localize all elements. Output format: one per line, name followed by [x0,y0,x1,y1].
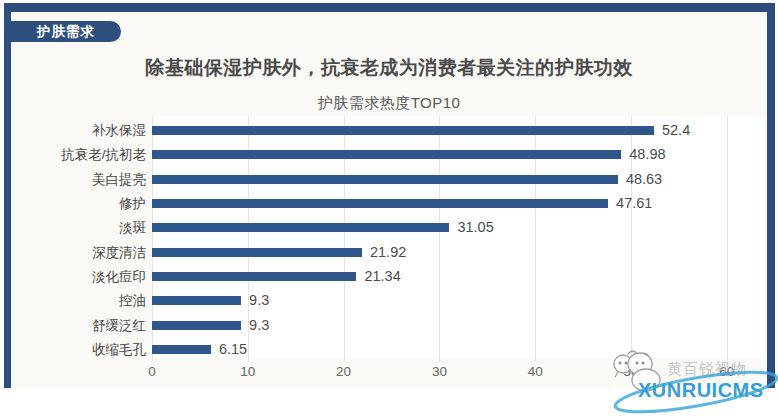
category-label: 深度清洁 [10,245,146,260]
bar [152,223,449,232]
gridline [727,116,728,362]
x-tick-label: 0 [132,364,172,379]
watermark-text: 黄百锐视物 [667,360,747,379]
category-label: 美白提亮 [10,172,146,187]
page: { "section_tab": "护肤需求", "title": "除基础保湿… [0,0,778,416]
bar [152,248,362,257]
value-label: 47.61 [616,196,652,211]
category-label: 抗衰老/抗初老 [10,147,146,162]
section-tab: 护肤需求 [11,21,121,42]
value-label: 48.63 [626,172,662,187]
category-label: 舒缓泛红 [10,318,146,333]
value-label: 21.92 [370,245,406,260]
bar [152,272,356,281]
value-label: 9.3 [249,293,269,308]
category-label: 控油 [10,293,146,308]
x-tick-label: 10 [228,364,268,379]
bar [152,150,621,159]
chart-title: 护肤需求热度TOP10 [20,94,758,113]
value-label: 6.15 [219,342,247,357]
bar [152,199,608,208]
bar [152,296,241,305]
category-label: 淡化痘印 [10,269,146,284]
value-label: 21.34 [364,269,400,284]
value-label: 31.05 [457,220,493,235]
category-label: 收缩毛孔 [10,342,146,357]
value-label: 9.3 [249,318,269,333]
x-tick-label: 20 [324,364,364,379]
bar [152,345,211,354]
bar [152,175,618,184]
main-title: 除基础保湿护肤外，抗衰老成为消费者最关注的护肤功效 [20,55,758,81]
watermark-cms-text: XUNRUICMS [638,379,764,402]
bar [152,126,654,135]
category-label: 淡斑 [10,220,146,235]
x-tick-label: 30 [419,364,459,379]
bar [152,321,241,330]
category-label: 补水保湿 [10,123,146,138]
x-tick-label: 40 [515,364,555,379]
value-label: 52.4 [662,123,690,138]
value-label: 48.98 [629,147,665,162]
category-label: 修护 [10,196,146,211]
section-tab-label: 护肤需求 [37,23,95,41]
